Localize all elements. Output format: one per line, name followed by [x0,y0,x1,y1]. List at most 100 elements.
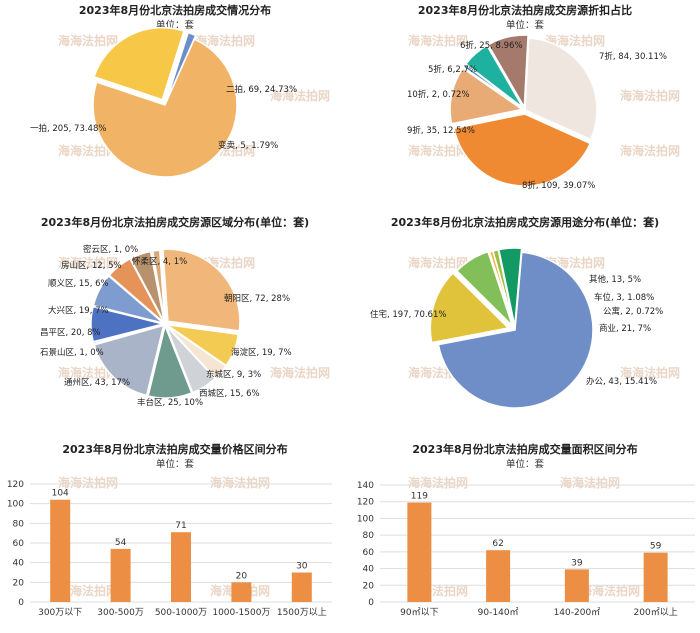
bar-140-200㎡ [564,569,589,602]
bar-value-label: 119 [411,492,428,502]
slice-label-房山区: 房山区, 12, 5% [61,260,122,271]
watermark-text: 海海法拍网 [545,33,605,48]
slice-label-9折: 9折, 35, 12.54% [407,125,475,136]
y-tick-label: 60 [13,539,25,549]
pie-slice-8折 [453,113,592,187]
y-tick-label: 80 [13,519,25,529]
watermark-text: 海海法拍网 [580,583,640,598]
watermark-text: 海海法拍网 [58,365,118,380]
watermark-text: 海海法拍网 [58,475,118,490]
slice-label-10折: 10折, 2, 0.72% [407,89,470,100]
slice-label-8折: 8折, 109, 39.07% [522,180,595,191]
slice-label-丰台区: 丰台区, 25, 10% [137,397,203,408]
slice-label-变卖: 变卖, 5, 1.79% [218,140,278,151]
bar-300万以下 [50,499,71,602]
y-tick-label: 20 [13,578,25,588]
pie-slice-朝阳区 [162,248,241,332]
watermark-text: 海海法拍网 [560,475,620,490]
slice-label-6折: 6折, 25, 8.96% [460,40,523,51]
slice-label-车位: 车位, 3, 1.08% [594,292,654,303]
bar-value-label: 54 [115,538,127,548]
y-tick-label: 80 [363,531,375,541]
watermark-text: 海海法拍网 [195,33,255,48]
pie-slice-一拍 [92,38,238,178]
slice-label-海淀区: 海淀区, 19, 7% [231,347,292,358]
pie-slice-其他 [497,247,523,327]
bar-value-label: 20 [236,571,248,581]
watermark-text: 海海法拍网 [58,33,118,48]
bar-value-label: 62 [492,539,503,549]
pie-slice-变卖 [165,31,197,102]
pie-slice-商业 [455,250,514,327]
pie-slice-7折 [524,37,598,141]
y-tick-label: 60 [363,548,375,558]
slice-label-一拍: 一拍, 205, 73.48% [30,123,106,134]
slice-label-东城区: 东城区, 9, 3% [206,369,261,380]
pie-slice-9折 [449,67,524,125]
chart-title: 2023年8月份北京法拍房成交量面积区间分布 [412,442,637,456]
pie-slice-6折 [487,34,529,110]
watermark-text: 海海法拍网 [620,365,680,380]
x-tick-label: 300万以下 [38,608,82,618]
pie-slice-丰台区 [147,323,193,399]
pie-slice-5折 [464,44,524,109]
watermark-text: 海海法拍网 [270,365,330,380]
pie-slice-昌平区 [90,305,164,343]
bar-value-label: 39 [571,558,583,568]
slice-label-西城区: 西城区, 15, 6% [199,389,260,399]
bar-value-label: 30 [296,562,308,572]
watermark-text: 海海法拍网 [620,143,680,158]
slice-label-住宅: 住宅, 197, 70.61% [370,309,446,320]
y-tick-label: 40 [363,565,375,575]
bar-1000-1500万 [231,582,252,602]
y-tick-label: 120 [7,480,24,490]
x-tick-label: 90㎡以下 [400,607,438,618]
watermark-text: 海海法拍网 [270,88,330,103]
watermark-text: 海海法拍网 [620,88,680,103]
y-tick-label: 20 [363,581,375,591]
x-tick-label: 1500万以上 [277,607,327,618]
chart-title: 2023年8月份北京法拍房成交情况分布 [79,3,271,17]
slice-label-7折: 7折, 84, 30.11% [599,51,667,62]
x-tick-label: 140-200㎡ [554,607,601,618]
bar-90-140㎡ [486,550,511,602]
chart-title: 2023年8月份北京法拍房成交房源折扣占比 [418,3,632,17]
watermark-text: 海海法拍网 [58,583,118,598]
slice-label-石景山区: 石景山区, 1, 0% [40,347,104,358]
slice-label-商业: 商业, 21, 7% [599,323,651,334]
chart-subtitle: 单位：套 [506,458,545,470]
pie-slice-办公 [429,272,510,344]
y-tick-label: 100 [7,500,24,510]
bar-value-label: 104 [52,489,69,499]
chart-title: 2023年8月份北京法拍房成交房源用途分布(单位：套) [391,215,659,229]
y-tick-label: 40 [13,559,25,569]
y-tick-label: 100 [357,514,374,524]
slice-label-怀柔区: 怀柔区, 4, 1% [132,256,187,267]
chart-panel-price-range: 海海法拍网海海法拍网海海法拍网海海法拍网2023年8月份北京法拍房成交量价格区间… [7,442,332,618]
watermark-text: 海海法拍网 [408,143,468,158]
slice-label-办公: 办公, 43, 15.41% [586,376,657,387]
watermark-text: 海海法拍网 [408,255,468,270]
slice-label-大兴区: 大兴区, 19, 7% [48,305,109,316]
x-tick-label: 200㎡以上 [634,607,678,618]
slice-label-二拍: 二拍, 69, 24.73% [226,84,297,95]
pie-slice-怀柔区 [151,249,166,323]
pie-slice-通州区 [93,324,165,397]
bar-1500万以上 [291,572,312,602]
watermark-text: 海海法拍网 [408,475,468,490]
slice-label-朝阳区: 朝阳区, 72, 28% [224,294,290,304]
bar-500-1000万 [171,532,191,602]
chart-title: 2023年8月份北京法拍房成交房源区域分布(单位：套) [41,215,309,229]
slice-label-通州区: 通州区, 43, 17% [64,377,130,388]
bar-300-500万 [110,548,131,602]
chart-title: 2023年8月份北京法拍房成交量价格区间分布 [62,442,287,456]
bar-90㎡以下 [407,502,432,602]
watermark-text: 海海法拍网 [210,475,270,490]
y-tick-label: 0 [18,598,24,608]
x-tick-label: 300-500万 [97,608,144,618]
y-tick-label: 140 [357,481,374,491]
slice-label-昌平区: 昌平区, 20, 8% [40,328,101,338]
